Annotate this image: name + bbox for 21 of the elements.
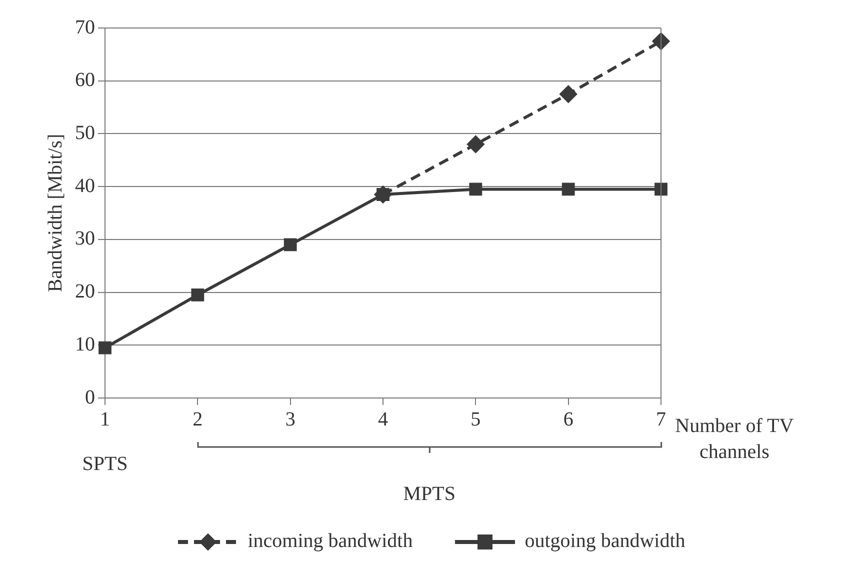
x-tick-label: 4	[378, 408, 388, 430]
y-tick-label: 60	[75, 69, 95, 92]
text: SPTS	[82, 453, 128, 476]
y-tick-label: 40	[75, 174, 95, 197]
x-tick-label: 3	[285, 408, 296, 430]
y-tick-label: 50	[75, 122, 95, 144]
y-tick-label: 0	[85, 386, 95, 408]
y-tick-label: 20	[75, 280, 95, 303]
y-tick-label: 30	[75, 228, 95, 250]
x-tick-label: 5	[470, 408, 481, 430]
legend-label: incoming bandwidth	[248, 530, 413, 553]
text: MPTS	[403, 483, 456, 506]
y-axis-title: Bandwidth [Mbit/s]	[44, 134, 66, 292]
x-tick-label: 7	[656, 408, 666, 430]
x-tick-label: 1	[100, 408, 110, 430]
y-tick-label: 70	[75, 16, 95, 38]
x-axis-title: Number of TV channels	[675, 415, 794, 463]
x-tick-label: 6	[563, 408, 574, 430]
legend-label: outgoing bandwidth	[524, 530, 686, 553]
x-tick-label: 2	[192, 408, 203, 430]
y-tick-label: 10	[75, 333, 95, 356]
